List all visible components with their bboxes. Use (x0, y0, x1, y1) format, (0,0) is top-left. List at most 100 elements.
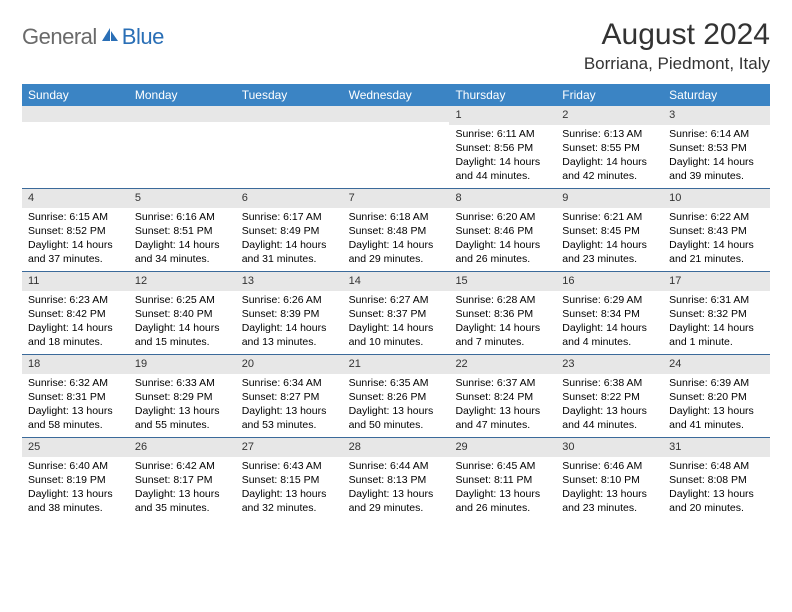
cell-body: Sunrise: 6:38 AMSunset: 8:22 PMDaylight:… (556, 374, 663, 437)
calendar-cell: 29Sunrise: 6:45 AMSunset: 8:11 PMDayligh… (449, 438, 556, 520)
day-header-cell: Friday (556, 84, 663, 106)
cell-body: Sunrise: 6:43 AMSunset: 8:15 PMDaylight:… (236, 457, 343, 520)
sunset-text: Sunset: 8:34 PM (562, 307, 657, 321)
calendar-cell: 24Sunrise: 6:39 AMSunset: 8:20 PMDayligh… (663, 355, 770, 437)
day-number: 19 (129, 355, 236, 374)
daylight-text: Daylight: 13 hours and 32 minutes. (242, 487, 337, 515)
sunrise-text: Sunrise: 6:39 AM (669, 376, 764, 390)
weeks-container: 1Sunrise: 6:11 AMSunset: 8:56 PMDaylight… (22, 106, 770, 520)
cell-body (129, 122, 236, 128)
cell-body: Sunrise: 6:45 AMSunset: 8:11 PMDaylight:… (449, 457, 556, 520)
calendar-cell: 18Sunrise: 6:32 AMSunset: 8:31 PMDayligh… (22, 355, 129, 437)
brand-logo: General Blue (22, 24, 164, 50)
calendar-cell: 16Sunrise: 6:29 AMSunset: 8:34 PMDayligh… (556, 272, 663, 354)
day-number: 20 (236, 355, 343, 374)
cell-body: Sunrise: 6:35 AMSunset: 8:26 PMDaylight:… (343, 374, 450, 437)
cell-body: Sunrise: 6:33 AMSunset: 8:29 PMDaylight:… (129, 374, 236, 437)
cell-body: Sunrise: 6:21 AMSunset: 8:45 PMDaylight:… (556, 208, 663, 271)
calendar-cell: 31Sunrise: 6:48 AMSunset: 8:08 PMDayligh… (663, 438, 770, 520)
day-header-cell: Saturday (663, 84, 770, 106)
sunset-text: Sunset: 8:32 PM (669, 307, 764, 321)
cell-body (343, 122, 450, 128)
sunset-text: Sunset: 8:49 PM (242, 224, 337, 238)
day-header-cell: Sunday (22, 84, 129, 106)
sunrise-text: Sunrise: 6:13 AM (562, 127, 657, 141)
cell-body: Sunrise: 6:46 AMSunset: 8:10 PMDaylight:… (556, 457, 663, 520)
day-number (343, 106, 450, 122)
calendar-cell: 8Sunrise: 6:20 AMSunset: 8:46 PMDaylight… (449, 189, 556, 271)
day-number: 13 (236, 272, 343, 291)
daylight-text: Daylight: 14 hours and 29 minutes. (349, 238, 444, 266)
day-header-cell: Thursday (449, 84, 556, 106)
day-number: 3 (663, 106, 770, 125)
daylight-text: Daylight: 13 hours and 50 minutes. (349, 404, 444, 432)
day-number: 10 (663, 189, 770, 208)
sunset-text: Sunset: 8:46 PM (455, 224, 550, 238)
sunrise-text: Sunrise: 6:21 AM (562, 210, 657, 224)
day-number: 7 (343, 189, 450, 208)
sunset-text: Sunset: 8:17 PM (135, 473, 230, 487)
calendar-cell: 13Sunrise: 6:26 AMSunset: 8:39 PMDayligh… (236, 272, 343, 354)
cell-body: Sunrise: 6:37 AMSunset: 8:24 PMDaylight:… (449, 374, 556, 437)
cell-body (236, 122, 343, 128)
page-header: General Blue August 2024 Borriana, Piedm… (22, 18, 770, 74)
calendar-cell: 3Sunrise: 6:14 AMSunset: 8:53 PMDaylight… (663, 106, 770, 188)
daylight-text: Daylight: 14 hours and 44 minutes. (455, 155, 550, 183)
sunrise-text: Sunrise: 6:23 AM (28, 293, 123, 307)
day-number: 4 (22, 189, 129, 208)
daylight-text: Daylight: 14 hours and 1 minute. (669, 321, 764, 349)
calendar-cell: 27Sunrise: 6:43 AMSunset: 8:15 PMDayligh… (236, 438, 343, 520)
sunset-text: Sunset: 8:20 PM (669, 390, 764, 404)
daylight-text: Daylight: 13 hours and 26 minutes. (455, 487, 550, 515)
day-number: 9 (556, 189, 663, 208)
calendar-week-row: 18Sunrise: 6:32 AMSunset: 8:31 PMDayligh… (22, 354, 770, 437)
calendar-cell: 21Sunrise: 6:35 AMSunset: 8:26 PMDayligh… (343, 355, 450, 437)
cell-body (22, 122, 129, 128)
sunrise-text: Sunrise: 6:46 AM (562, 459, 657, 473)
sunset-text: Sunset: 8:52 PM (28, 224, 123, 238)
day-header-cell: Wednesday (343, 84, 450, 106)
cell-body: Sunrise: 6:25 AMSunset: 8:40 PMDaylight:… (129, 291, 236, 354)
cell-body: Sunrise: 6:18 AMSunset: 8:48 PMDaylight:… (343, 208, 450, 271)
cell-body: Sunrise: 6:39 AMSunset: 8:20 PMDaylight:… (663, 374, 770, 437)
day-number: 29 (449, 438, 556, 457)
calendar-cell: 14Sunrise: 6:27 AMSunset: 8:37 PMDayligh… (343, 272, 450, 354)
day-header-row: Sunday Monday Tuesday Wednesday Thursday… (22, 84, 770, 106)
day-number: 26 (129, 438, 236, 457)
calendar-week-row: 11Sunrise: 6:23 AMSunset: 8:42 PMDayligh… (22, 271, 770, 354)
daylight-text: Daylight: 14 hours and 18 minutes. (28, 321, 123, 349)
calendar-cell (22, 106, 129, 188)
daylight-text: Daylight: 13 hours and 20 minutes. (669, 487, 764, 515)
daylight-text: Daylight: 14 hours and 26 minutes. (455, 238, 550, 266)
day-number: 16 (556, 272, 663, 291)
calendar-cell: 23Sunrise: 6:38 AMSunset: 8:22 PMDayligh… (556, 355, 663, 437)
brand-text-blue: Blue (122, 24, 164, 50)
location-label: Borriana, Piedmont, Italy (584, 54, 770, 74)
cell-body: Sunrise: 6:48 AMSunset: 8:08 PMDaylight:… (663, 457, 770, 520)
calendar-cell: 19Sunrise: 6:33 AMSunset: 8:29 PMDayligh… (129, 355, 236, 437)
calendar-cell: 11Sunrise: 6:23 AMSunset: 8:42 PMDayligh… (22, 272, 129, 354)
daylight-text: Daylight: 14 hours and 34 minutes. (135, 238, 230, 266)
calendar-cell (343, 106, 450, 188)
cell-body: Sunrise: 6:23 AMSunset: 8:42 PMDaylight:… (22, 291, 129, 354)
daylight-text: Daylight: 14 hours and 7 minutes. (455, 321, 550, 349)
sunrise-text: Sunrise: 6:32 AM (28, 376, 123, 390)
calendar-cell: 1Sunrise: 6:11 AMSunset: 8:56 PMDaylight… (449, 106, 556, 188)
cell-body: Sunrise: 6:28 AMSunset: 8:36 PMDaylight:… (449, 291, 556, 354)
day-number: 23 (556, 355, 663, 374)
daylight-text: Daylight: 13 hours and 38 minutes. (28, 487, 123, 515)
daylight-text: Daylight: 14 hours and 39 minutes. (669, 155, 764, 183)
day-number: 27 (236, 438, 343, 457)
sunset-text: Sunset: 8:27 PM (242, 390, 337, 404)
day-number: 6 (236, 189, 343, 208)
title-block: August 2024 Borriana, Piedmont, Italy (584, 18, 770, 74)
sunset-text: Sunset: 8:31 PM (28, 390, 123, 404)
sunrise-text: Sunrise: 6:42 AM (135, 459, 230, 473)
sunrise-text: Sunrise: 6:15 AM (28, 210, 123, 224)
daylight-text: Daylight: 13 hours and 55 minutes. (135, 404, 230, 432)
day-header-cell: Tuesday (236, 84, 343, 106)
calendar-week-row: 1Sunrise: 6:11 AMSunset: 8:56 PMDaylight… (22, 106, 770, 188)
sunset-text: Sunset: 8:13 PM (349, 473, 444, 487)
day-number: 8 (449, 189, 556, 208)
day-number: 25 (22, 438, 129, 457)
